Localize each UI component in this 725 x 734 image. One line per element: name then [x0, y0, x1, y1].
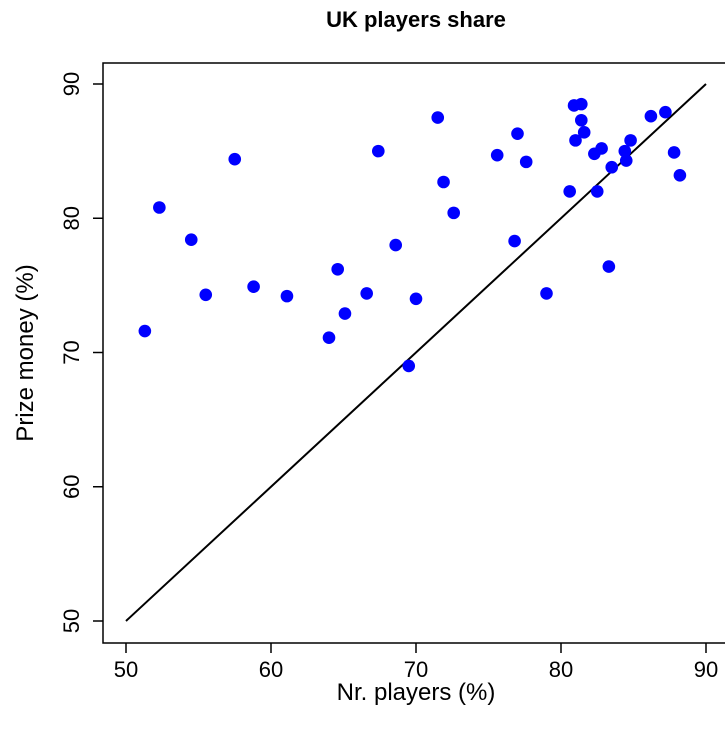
data-point: [673, 168, 687, 182]
data-point: [577, 126, 591, 139]
data-point: [153, 201, 166, 214]
data-point: [322, 331, 336, 345]
y-tick-label: 90: [59, 72, 84, 96]
data-point: [575, 113, 588, 127]
chart-title: UK players share: [326, 7, 506, 32]
data-point: [138, 324, 152, 338]
data-point: [595, 142, 608, 155]
data-point: [409, 292, 423, 306]
data-point: [667, 146, 681, 159]
data-point: [360, 287, 374, 300]
data-point: [519, 155, 533, 169]
data-point: [540, 287, 553, 300]
data-point: [402, 359, 416, 373]
data-point: [508, 234, 521, 248]
data-point: [575, 97, 588, 111]
x-tick-label: 70: [404, 657, 428, 682]
data-point: [605, 160, 619, 174]
y-tick-label: 50: [59, 609, 84, 633]
data-point: [372, 144, 385, 158]
reference-line: [125, 83, 707, 622]
data-point: [228, 152, 242, 166]
data-point: [338, 307, 352, 320]
x-tick-label: 90: [694, 657, 718, 682]
data-point: [511, 127, 524, 140]
data-point: [644, 109, 658, 123]
y-axis: 50 60 70 80 90: [59, 72, 103, 633]
data-point: [437, 175, 450, 189]
data-point: [590, 185, 604, 198]
data-point: [431, 111, 445, 124]
data-point: [624, 134, 637, 147]
data-point: [280, 289, 294, 303]
x-tick-label: 60: [259, 657, 283, 682]
data-point: [659, 105, 672, 119]
data-point: [389, 238, 403, 252]
y-axis-label: Prize money (%): [12, 264, 39, 441]
x-axis-label: Nr. players (%): [337, 679, 496, 706]
y-tick-label: 70: [59, 340, 84, 364]
x-axis: 50 60 70 80 90: [114, 643, 718, 682]
x-tick-label: 80: [549, 657, 573, 682]
data-point: [331, 262, 345, 276]
data-point: [490, 148, 504, 162]
data-point: [447, 206, 461, 220]
data-point: [569, 134, 582, 147]
data-point: [184, 233, 198, 247]
y-tick-label: 60: [59, 475, 84, 499]
data-point: [618, 144, 632, 158]
data-points: [138, 97, 687, 373]
data-point: [247, 280, 260, 294]
x-tick-label: 50: [114, 657, 138, 682]
y-tick-label: 80: [59, 206, 84, 230]
data-point: [619, 154, 633, 167]
data-point: [563, 185, 576, 198]
data-point: [199, 288, 213, 302]
data-point: [602, 260, 616, 273]
